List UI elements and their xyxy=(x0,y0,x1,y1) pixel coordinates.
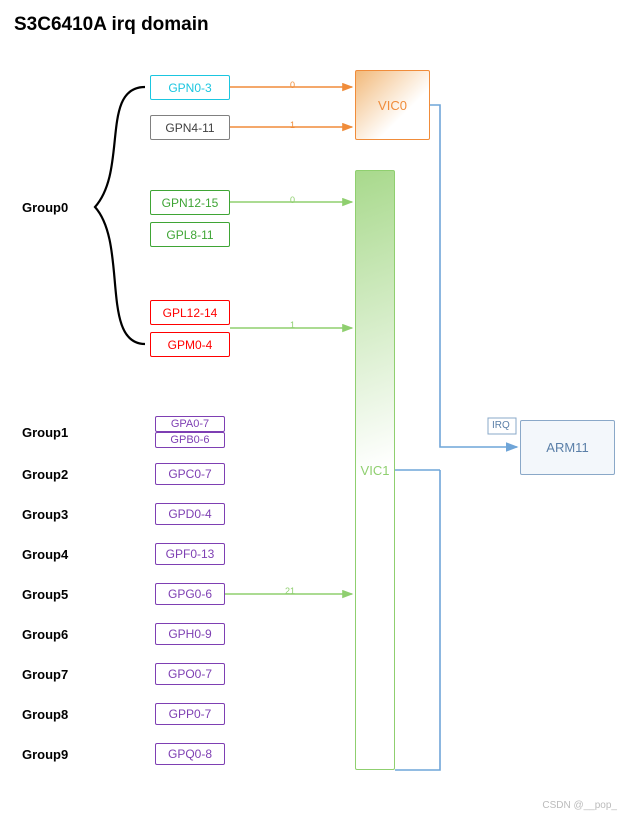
gpn0-3-node: GPN0-3 xyxy=(150,75,230,100)
edge-label-0a: 0 xyxy=(290,80,295,90)
edge-label-1a: 1 xyxy=(290,120,295,130)
irq-label: IRQ xyxy=(492,420,510,431)
edge-label-0b: 0 xyxy=(290,195,295,205)
gpg0-6-node: GPG0-6 xyxy=(155,583,225,605)
vic0-node: VIC0 xyxy=(355,70,430,140)
edge-label-1b: 1 xyxy=(290,320,295,330)
gpf0-13-node: GPF0-13 xyxy=(155,543,225,565)
vic1-node: VIC1 xyxy=(355,170,395,770)
gpp0-7-node: GPP0-7 xyxy=(155,703,225,725)
group9-label: Group9 xyxy=(22,747,68,762)
arm11-node: ARM11 xyxy=(520,420,615,475)
page-title: S3C6410A irq domain xyxy=(14,14,209,36)
watermark: CSDN @__pop_ xyxy=(542,800,617,811)
gpc0-7-node: GPC0-7 xyxy=(155,463,225,485)
gpm0-4-node: GPM0-4 xyxy=(150,332,230,357)
gph0-9-node: GPH0-9 xyxy=(155,623,225,645)
gpl8-11-node: GPL8-11 xyxy=(150,222,230,247)
group6-label: Group6 xyxy=(22,627,68,642)
gpn4-11-node: GPN4-11 xyxy=(150,115,230,140)
gpd0-4-node: GPD0-4 xyxy=(155,503,225,525)
group4-label: Group4 xyxy=(22,547,68,562)
group7-label: Group7 xyxy=(22,667,68,682)
edge-label-21: 21 xyxy=(285,586,295,596)
group0-label: Group0 xyxy=(22,200,68,215)
gpb0-6-node: GPB0-6 xyxy=(155,432,225,448)
gpn12-15-node: GPN12-15 xyxy=(150,190,230,215)
gpl12-14-node: GPL12-14 xyxy=(150,300,230,325)
gpq0-8-node: GPQ0-8 xyxy=(155,743,225,765)
gpo0-7-node: GPO0-7 xyxy=(155,663,225,685)
group3-label: Group3 xyxy=(22,507,68,522)
group8-label: Group8 xyxy=(22,707,68,722)
group1-label: Group1 xyxy=(22,425,68,440)
gpa0-7-node: GPA0-7 xyxy=(155,416,225,432)
group5-label: Group5 xyxy=(22,587,68,602)
wire-layer xyxy=(0,0,637,817)
group2-label: Group2 xyxy=(22,467,68,482)
